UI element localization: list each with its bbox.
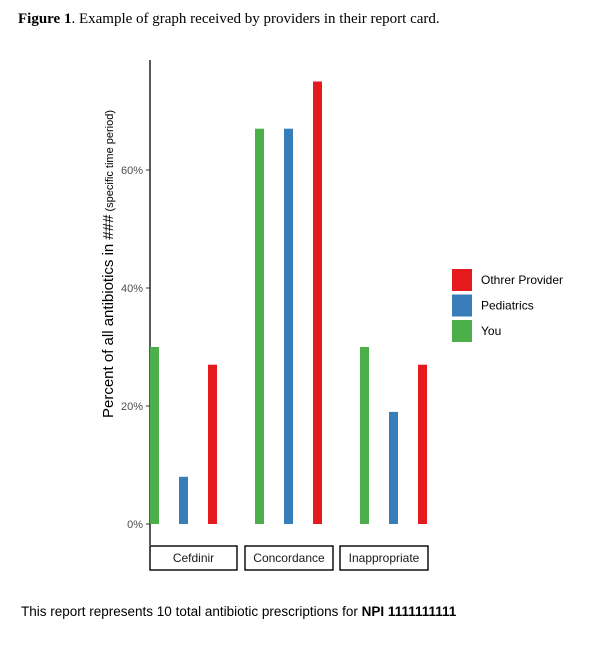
facet-label: Concordance — [253, 551, 325, 565]
report-footer: This report represents 10 total antibiot… — [21, 604, 456, 619]
bar-concordance-you — [255, 128, 264, 524]
bar-concordance-othrer-provider — [313, 81, 322, 524]
bars — [150, 81, 427, 524]
legend-swatch — [452, 294, 472, 317]
bar-inappropriate-othrer-provider — [418, 364, 427, 524]
legend-label: Othrer Provider — [481, 273, 563, 287]
bar-concordance-pediatrics — [284, 128, 293, 524]
legend-label: Pediatrics — [481, 299, 534, 313]
facet-strip-box — [244, 545, 334, 571]
y-axis-ticks: 0% 20% 40% 60% — [121, 165, 150, 531]
bar-inappropriate-you — [360, 347, 369, 524]
bar-cefdinir-pediatrics — [179, 476, 188, 524]
legend-swatch — [452, 320, 472, 342]
bar-cefdinir-othrer-provider — [208, 364, 217, 524]
bar-cefdinir-you — [150, 347, 159, 524]
facet-strips: Cefdinir Concordance Inappropriate — [149, 545, 429, 571]
npi-number: NPI 1111111111 — [361, 604, 457, 619]
bar-inappropriate-pediatrics — [389, 411, 398, 524]
facet-label: Inappropriate — [349, 551, 420, 565]
bar-chart: 0% 20% 40% 60% Cefdinir Concordance Inappropr… — [100, 60, 563, 571]
facet-strip-box — [149, 545, 238, 571]
figure-caption-text: . Example of graph received by providers… — [71, 11, 440, 27]
y-axis-label: Percent of all antibiotics in ### (speci… — [100, 110, 117, 418]
facet-strip-box — [339, 545, 429, 571]
y-tick-label: 40% — [121, 283, 143, 295]
facet-label: Cefdinir — [173, 551, 214, 565]
figure-caption: Figure 1. Example of graph received by p… — [18, 11, 440, 28]
figure-label: Figure 1 — [18, 11, 72, 27]
legend-label: You — [481, 324, 501, 338]
y-tick-label: 0% — [127, 519, 143, 531]
footer-text: This report represents 10 total antibiot… — [21, 604, 362, 619]
y-tick-label: 20% — [121, 401, 143, 413]
y-axis-label-main: Percent of all antibiotics in ### — [100, 214, 117, 418]
y-axis-label-small: (specific time period) — [104, 110, 116, 215]
legend-swatch — [452, 269, 472, 291]
legend: Othrer Provider Pediatrics You — [452, 269, 563, 342]
y-tick-label: 60% — [121, 165, 143, 177]
